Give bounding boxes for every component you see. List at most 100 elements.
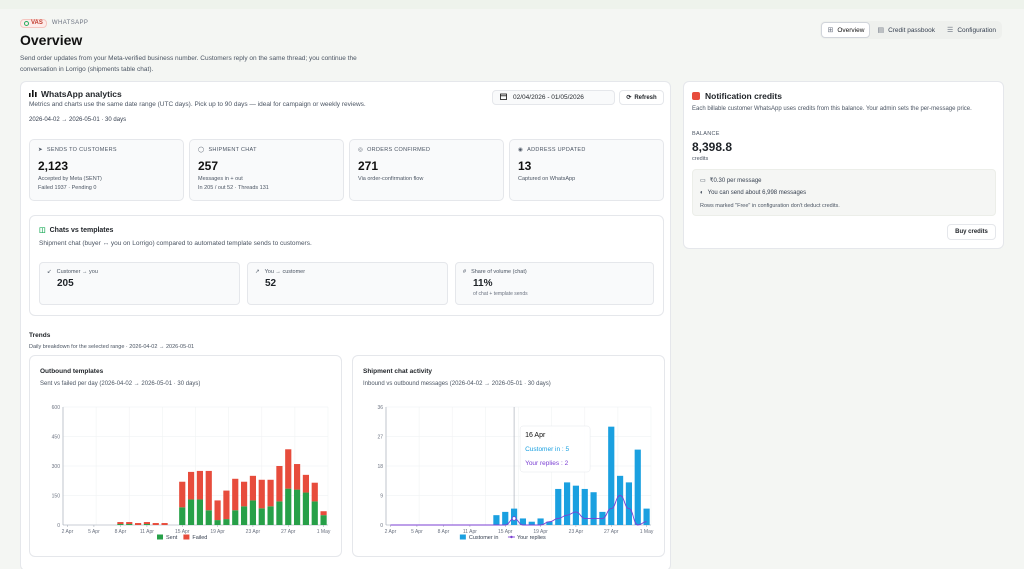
bar-sent [223, 519, 230, 525]
bar-customer-in [634, 449, 641, 525]
sliders-icon: ☰ [947, 27, 954, 34]
x-tick-label: 2 Apr [62, 529, 74, 535]
legend-label: Customer in [469, 535, 499, 541]
mini-sub: of chat + template sends [473, 291, 528, 297]
mini-value: 11% [473, 278, 493, 289]
bar-customer-in [643, 508, 650, 525]
x-tick-label: 19 Apr [210, 529, 225, 535]
bar-customer-in [608, 426, 615, 525]
mini-label: You → customer [264, 269, 306, 275]
bar-sent [258, 508, 265, 525]
page-description: Send order updates from your Meta-verifi… [20, 55, 357, 73]
tooltip-title: 16 Apr [525, 432, 546, 439]
tab-overview[interactable]: ⊞ Overview [821, 22, 871, 38]
bar-failed [276, 466, 283, 502]
bar-customer-in [519, 518, 527, 525]
buy-credits-button[interactable]: Buy credits [947, 224, 996, 240]
legend-swatch-dot [510, 535, 513, 539]
stat-value: 2,123 [38, 159, 69, 173]
y-tick-label: 450 [52, 434, 61, 440]
bar-failed [214, 500, 221, 521]
stat-label: SHIPMENT CHAT [208, 147, 257, 153]
bar-failed [152, 523, 159, 525]
bar-sent [285, 488, 292, 525]
refresh-label: Refresh [634, 94, 657, 101]
bar-failed [258, 479, 265, 509]
x-tick-label: 2 Apr [385, 529, 397, 535]
stat-sub: Messages in + out [198, 176, 243, 182]
bar-sent [187, 499, 195, 525]
bar-failed [179, 481, 186, 508]
analytics-card: WhatsApp analytics Metrics and charts us… [20, 81, 671, 569]
view-tabs: ⊞ Overview ▤ Credit passbook ☰ Configura… [820, 21, 1002, 39]
bar-failed [249, 475, 257, 501]
refresh-button[interactable]: ⟳ Refresh [619, 90, 664, 105]
tooltip-line-your-replies: Your replies : 2 [525, 460, 569, 467]
date-range-value: 02/04/2026 - 01/05/2026 [513, 94, 584, 101]
top-strip [0, 0, 1024, 9]
outbound-templates-chart: 0 150 300 450 600 2 Apr 5 Apr 8 Apr 11 Apr 15 Apr… [52, 405, 331, 541]
bar-failed [117, 522, 124, 525]
legend-swatch [459, 534, 466, 540]
bar-failed [232, 478, 239, 511]
stat-sub: Via order-confirmation flow [358, 176, 424, 182]
shipment-chat-activity-chart: 0 9 18 27 36 2 Apr 5 Apr 8 Apr 11 Apr 15 Apr 19 Ap… [377, 405, 653, 541]
legend-label: Your replies [517, 535, 546, 541]
bar-customer-in [625, 482, 633, 525]
grid-icon: ⊞ [827, 27, 834, 34]
bar-sent [205, 510, 212, 525]
bar-customer-in [590, 492, 597, 525]
mini-value: 205 [57, 278, 74, 289]
line-point-highlight [511, 516, 517, 521]
stat-sub: Captured on WhatsApp [518, 176, 576, 182]
y-tick-label: 36 [377, 405, 383, 411]
legend-swatch [183, 534, 190, 540]
calendar-icon [500, 93, 507, 102]
tab-configuration[interactable]: ☰ Configuration [942, 22, 1001, 38]
bar-failed [161, 523, 168, 525]
bar-sent [196, 499, 204, 525]
coins-icon: ◐ [700, 190, 704, 196]
tab-label: Credit passbook [888, 26, 936, 34]
bar-sent [267, 506, 274, 525]
x-tick-label: 23 Apr [246, 529, 261, 535]
bar-failed [143, 522, 151, 525]
x-tick-label: 15 Apr [175, 529, 190, 535]
bar-failed [302, 474, 310, 493]
x-tick-label: 27 Apr [604, 529, 619, 535]
arrow-down-left-icon: ↙ [47, 269, 52, 275]
stat-sub: Accepted by Meta (SENT) [38, 176, 102, 182]
chat-icon: ◯ [198, 147, 205, 153]
balance-unit: credits [692, 156, 709, 162]
stat-sub-2: In 205 / out 52 · Threads 131 [198, 185, 269, 191]
y-tick-label: 600 [52, 405, 61, 411]
outbound-templates-card: Outbound templates Sent vs failed per da… [29, 355, 342, 557]
bar-customer-in [572, 485, 580, 525]
y-tick-label: 300 [52, 464, 61, 470]
y-tick-label: 150 [52, 493, 61, 499]
analytics-range: 2026-04-02 → 2026-05-01 · 30 days [29, 117, 127, 123]
cvt-title: Chats vs templates [49, 226, 114, 234]
bar-customer-in [616, 475, 624, 525]
analytics-title: WhatsApp analytics [41, 89, 122, 99]
credits-info-box: ▭ ₹0.30 per message ◐ You can send about… [692, 169, 996, 216]
stat-value: 271 [358, 159, 379, 173]
bar-sent [143, 524, 151, 525]
cvt-customer-to-you: ↙ Customer → you 205 [39, 262, 240, 305]
date-range-picker[interactable]: 02/04/2026 - 01/05/2026 [492, 90, 615, 105]
credits-note: Rows marked "Free" in configuration don'… [700, 203, 840, 209]
x-tick-label: 11 Apr [463, 529, 477, 535]
bar-customer-in [528, 521, 535, 525]
trends-title: Trends [29, 332, 51, 339]
credits-description: Each billable customer WhatsApp uses cre… [692, 106, 972, 112]
bar-sent [214, 520, 221, 525]
analytics-subtitle: Metrics and charts use the same date ran… [29, 101, 366, 108]
app-name: WHATSAPP [51, 20, 89, 26]
bar-failed [311, 482, 318, 502]
notification-credits-card: Notification credits Each billable custo… [683, 81, 1004, 249]
analytics-heading: WhatsApp analytics [29, 89, 122, 99]
chart-title: Shipment chat activity [363, 368, 432, 375]
cvt-you-to-customer: ↗ You → customer 52 [247, 262, 448, 305]
tab-credit-passbook[interactable]: ▤ Credit passbook [872, 22, 940, 38]
x-tick-label: 11 Apr [140, 529, 154, 535]
